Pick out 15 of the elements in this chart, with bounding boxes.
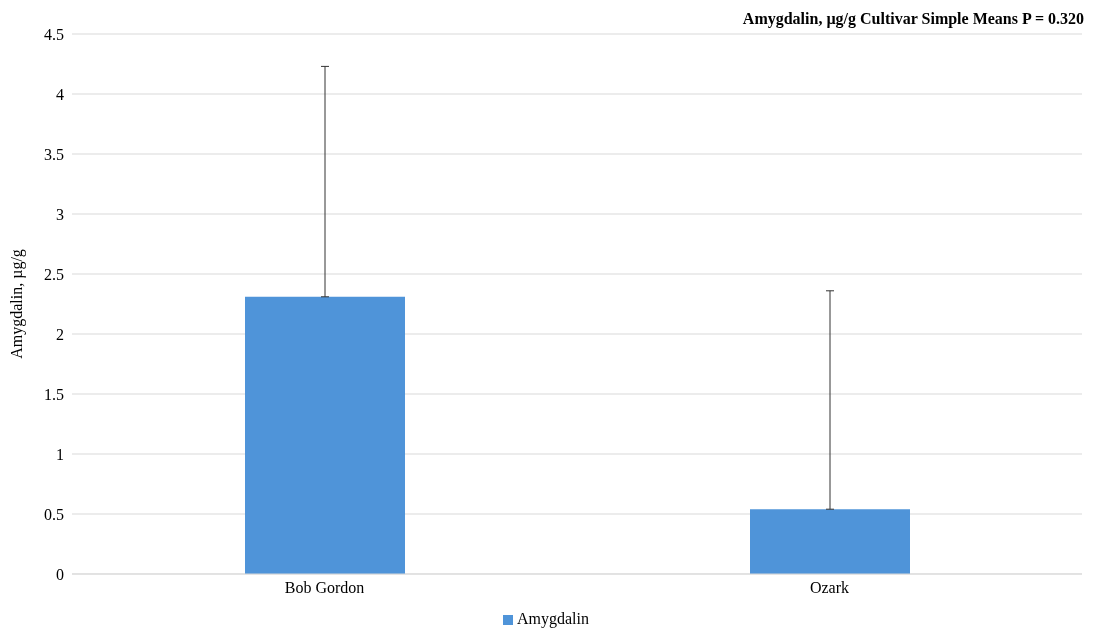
y-tick-label: 1.5	[44, 385, 64, 403]
y-axis-title: Amygdalin, µg/g	[7, 249, 26, 359]
y-tick-label: 4.5	[44, 25, 64, 43]
y-tick-label: 3	[56, 205, 64, 223]
x-tick-label: Ozark	[809, 579, 850, 597]
legend-label: Amygdalin	[517, 610, 589, 627]
y-tick-label: 3.5	[44, 145, 64, 163]
y-tick-label: 0	[56, 565, 64, 583]
chart-title: Amygdalin, µg/g Cultivar Simple Means P = 0.320	[742, 10, 1084, 28]
y-tick-label: 4	[56, 85, 64, 103]
y-tick-label: 2.5	[44, 265, 64, 283]
y-tick-label: 0.5	[44, 505, 64, 523]
y-tick-label: 1	[56, 445, 64, 463]
x-tick-label: Bob Gordon	[284, 579, 365, 597]
y-tick-label: 2	[56, 325, 64, 343]
